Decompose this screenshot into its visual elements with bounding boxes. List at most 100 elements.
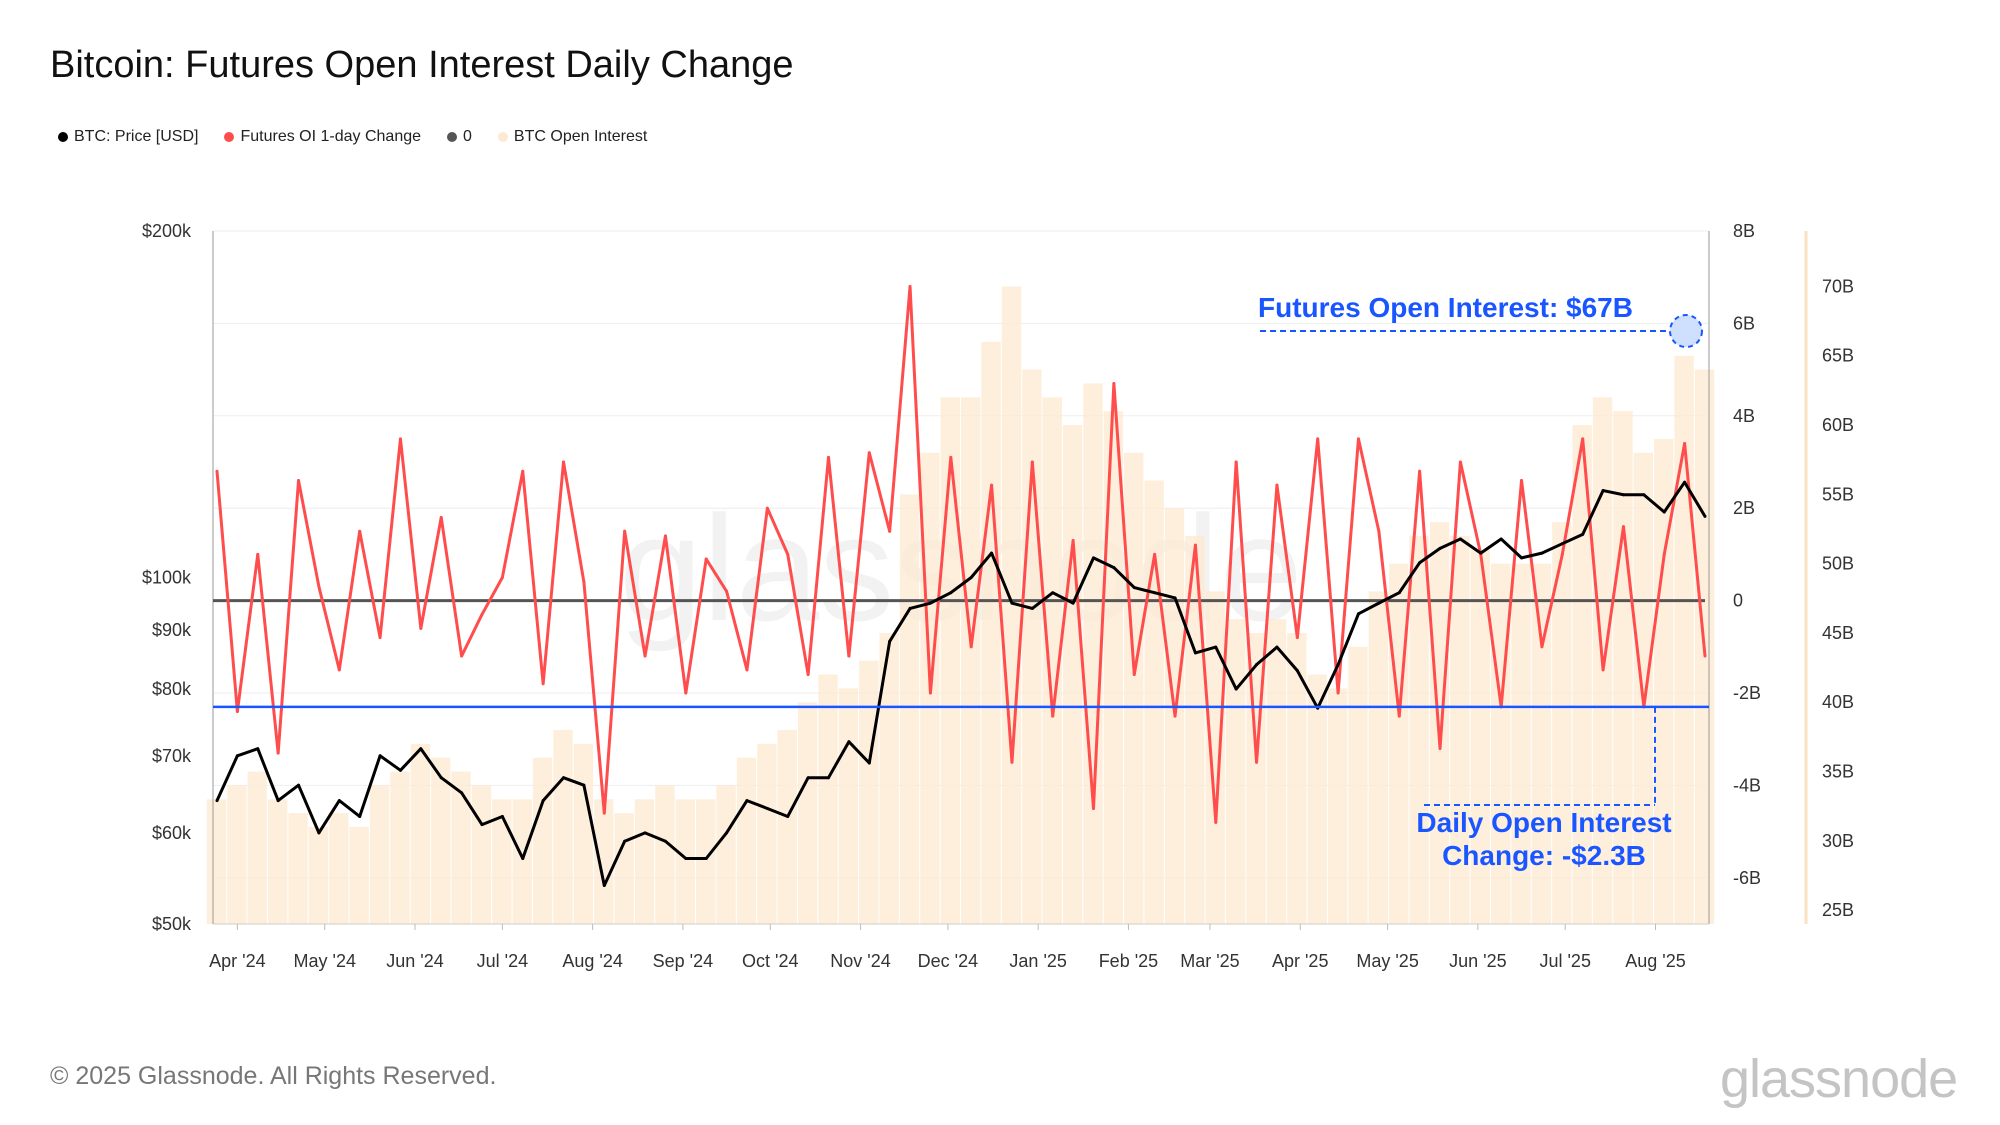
oi-bar bbox=[1552, 522, 1572, 924]
price-point bbox=[1153, 591, 1157, 595]
price-point bbox=[1112, 566, 1116, 570]
price-point bbox=[1520, 556, 1524, 560]
price-point bbox=[888, 639, 892, 643]
legend-label: 0 bbox=[463, 128, 472, 145]
legend-item[interactable]: BTC: Price [USD] bbox=[58, 128, 198, 146]
oi-bar bbox=[267, 799, 288, 924]
oi-bar bbox=[329, 813, 349, 924]
price-point bbox=[582, 783, 586, 787]
oi-bar bbox=[1327, 688, 1348, 924]
x-tick-label: Jan '25 bbox=[1009, 951, 1066, 971]
oi-bar bbox=[1103, 411, 1124, 924]
price-point bbox=[602, 884, 606, 888]
y-far-right-tick-label: 55B bbox=[1822, 484, 1854, 504]
price-point bbox=[1193, 651, 1197, 655]
x-tick-label: Aug '25 bbox=[1625, 951, 1686, 971]
oi-bar bbox=[227, 785, 247, 924]
y-right-tick-label: 4B bbox=[1733, 406, 1755, 426]
price-point bbox=[480, 823, 484, 827]
price-point bbox=[867, 761, 871, 765]
legend-label: Futures OI 1-day Change bbox=[240, 128, 422, 145]
oi-change-point bbox=[419, 626, 423, 630]
price-point bbox=[358, 814, 362, 818]
annotation-daily-change: Daily Open Interest bbox=[1416, 807, 1671, 838]
oi-change-point bbox=[1112, 381, 1116, 385]
glassnode-logo[interactable]: glassnode bbox=[1720, 1049, 1958, 1109]
y-left-tick-label: $100k bbox=[142, 568, 192, 588]
oi-change-point bbox=[256, 552, 260, 556]
x-tick-label: Aug '24 bbox=[562, 951, 623, 971]
oi-change-point bbox=[684, 691, 688, 695]
legend-item[interactable]: 0 bbox=[447, 128, 472, 146]
price-point bbox=[1214, 645, 1218, 649]
x-tick-label: Oct '24 bbox=[742, 951, 798, 971]
price-point bbox=[1255, 663, 1259, 667]
oi-bar bbox=[1307, 674, 1327, 924]
oi-bar bbox=[1531, 563, 1552, 924]
legend-item[interactable]: Futures OI 1-day Change bbox=[224, 128, 421, 146]
oi-change-point bbox=[1153, 552, 1157, 556]
y-far-right-tick-label: 45B bbox=[1822, 623, 1854, 643]
oi-change-point bbox=[297, 478, 301, 482]
y-left-tick-label: $50k bbox=[152, 914, 192, 934]
legend-dot-icon bbox=[447, 132, 458, 142]
y-left-tick-label: $90k bbox=[152, 620, 192, 640]
price-point bbox=[317, 831, 321, 835]
legend-item[interactable]: BTC Open Interest bbox=[497, 128, 648, 146]
price-point bbox=[1356, 612, 1360, 616]
oi-bar bbox=[1062, 425, 1083, 924]
oi-change-point bbox=[704, 557, 708, 561]
x-tick-label: Nov '24 bbox=[830, 951, 890, 971]
x-tick-label: May '24 bbox=[294, 951, 356, 971]
price-point bbox=[541, 799, 545, 803]
oi-bar bbox=[1287, 632, 1307, 924]
oi-bar bbox=[1450, 535, 1470, 924]
y-right-tick-label: -4B bbox=[1733, 775, 1761, 795]
price-point bbox=[1581, 532, 1585, 536]
oi-bar bbox=[1042, 397, 1062, 924]
oi-bar bbox=[1185, 535, 1205, 924]
oi-bar bbox=[981, 341, 1001, 924]
oi-change-point bbox=[765, 506, 769, 510]
oi-change-point bbox=[867, 451, 871, 455]
price-point bbox=[1377, 601, 1381, 605]
price-point bbox=[276, 799, 280, 803]
legend-label: BTC Open Interest bbox=[513, 128, 648, 145]
legend-label: BTC: Price [USD] bbox=[74, 128, 199, 145]
oi-bar bbox=[594, 799, 614, 924]
oi-change-point bbox=[460, 654, 464, 658]
price-point bbox=[562, 776, 566, 780]
legend: BTC: Price [USD] Futures OI 1-day Change 0… bbox=[58, 128, 647, 146]
price-point bbox=[1703, 514, 1707, 518]
oi-change-line bbox=[215, 284, 1707, 824]
price-point bbox=[684, 856, 688, 860]
oi-change-point bbox=[276, 751, 280, 755]
oi-change-point bbox=[806, 673, 810, 677]
oi-change-point bbox=[1071, 539, 1075, 543]
oi-bar bbox=[1389, 563, 1409, 924]
oi-change-point bbox=[1356, 437, 1360, 441]
oi-change-point bbox=[1520, 478, 1524, 482]
oi-bar bbox=[288, 813, 308, 924]
oi-change-point bbox=[725, 589, 729, 593]
y-left-tick-label: $70k bbox=[152, 746, 192, 766]
price-point bbox=[745, 799, 749, 803]
price-point bbox=[500, 814, 504, 818]
oi-change-point bbox=[317, 585, 321, 589]
price-point bbox=[1051, 591, 1055, 595]
oi-bar bbox=[1409, 535, 1429, 924]
y-far-right-tick-label: 50B bbox=[1822, 554, 1854, 574]
price-point bbox=[847, 740, 851, 744]
oi-bar bbox=[1124, 452, 1144, 924]
oi-change-point bbox=[827, 455, 831, 459]
oi-bar bbox=[777, 729, 797, 924]
oi-bar bbox=[1633, 452, 1654, 924]
oi-change-point bbox=[1683, 442, 1687, 446]
price-point bbox=[378, 754, 382, 758]
price-point bbox=[643, 831, 647, 835]
oi-change-point bbox=[1051, 714, 1055, 718]
y-right-tick-label: 6B bbox=[1733, 313, 1755, 333]
x-tick-label: Jun '24 bbox=[386, 951, 443, 971]
oi-change-point bbox=[1621, 525, 1625, 529]
oi-change-point bbox=[847, 654, 851, 658]
